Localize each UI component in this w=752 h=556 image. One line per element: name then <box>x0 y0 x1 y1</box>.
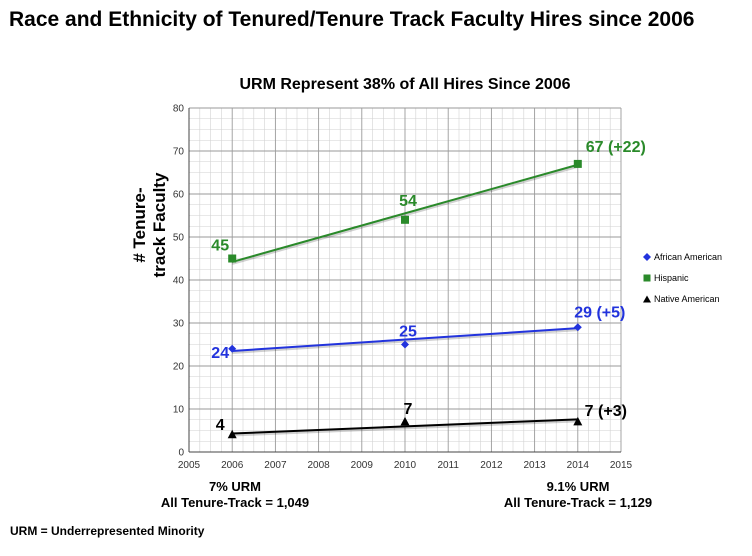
data-point <box>573 323 582 332</box>
y-tick-label: 30 <box>173 319 185 330</box>
tick-labels: 2005 2006 2007 2008 2009 2010 2011 2012 2013 2014… <box>173 104 633 472</box>
data-label: 29 (+5) <box>574 304 625 321</box>
data-point <box>573 416 583 426</box>
data-label: 45 <box>211 238 229 255</box>
data-point <box>228 254 237 263</box>
y-tick-label: 10 <box>173 405 185 416</box>
square-icon <box>643 274 651 281</box>
data-label: 7 <box>404 401 413 418</box>
data-point <box>401 215 409 224</box>
data-point <box>573 159 582 168</box>
axes <box>188 108 621 453</box>
note-total-2014: All Tenure-Track = 1,129 <box>503 495 653 510</box>
data-label: 54 <box>399 193 417 210</box>
major-grid <box>188 107 622 453</box>
legend-label: African American <box>654 251 723 262</box>
trend-line-shadow <box>231 164 579 265</box>
y-tick-label: 50 <box>173 233 185 244</box>
note-urm-2006: 7% URM <box>208 479 261 494</box>
trend-line-african-american <box>232 327 578 352</box>
page-title: Race and Ethnicity of Tenured/Tenure Tra… <box>9 8 695 31</box>
data-labels: 24 25 29 (+5) 45 54 67 (+22) 4 7 7 (+3) <box>211 139 646 434</box>
x-tick-label: 2009 <box>351 460 374 471</box>
legend-label: Native American <box>654 293 720 304</box>
y-tick-label: 80 <box>173 104 185 115</box>
x-tick-label: 2006 <box>221 460 244 471</box>
y-tick-label: 20 <box>173 362 185 373</box>
data-label: 24 <box>211 345 229 362</box>
note-total-2006: All Tenure-Track = 1,049 <box>160 495 310 510</box>
x-tick-label: 2005 <box>178 460 201 471</box>
legend: African American Hispanic Native America… <box>643 246 722 309</box>
data-point <box>400 416 410 426</box>
legend-item-hispanic: Hispanic <box>643 267 722 288</box>
note-urm-2014: 9.1% URM <box>546 479 610 494</box>
legend-item-african-american: African American <box>643 246 722 267</box>
y-tick-label: 0 <box>178 448 184 459</box>
y-tick-label: 60 <box>173 190 185 201</box>
x-tick-label: 2007 <box>264 460 287 471</box>
data-label: 7 (+3) <box>585 403 627 420</box>
note-2006: 7% URM All Tenure-Track = 1,049 <box>130 479 340 511</box>
y-tick-label: 70 <box>173 147 185 158</box>
trend-line-hispanic <box>231 163 579 263</box>
data-point <box>228 344 237 353</box>
data-label: 25 <box>399 324 417 341</box>
x-tick-label: 2012 <box>480 460 503 471</box>
data-label: 67 (+22) <box>586 139 646 156</box>
diamond-icon <box>643 252 651 261</box>
series-layer <box>227 159 583 439</box>
note-2014: 9.1% URM All Tenure-Track = 1,129 <box>478 479 678 511</box>
data-point <box>227 429 237 439</box>
trend-line-native-american <box>232 418 578 435</box>
y-tick-label: 40 <box>173 276 185 287</box>
x-tick-label: 2008 <box>307 460 330 471</box>
x-tick-label: 2010 <box>394 460 417 471</box>
x-tick-label: 2011 <box>437 460 459 471</box>
data-point <box>401 340 409 349</box>
triangle-icon <box>643 295 651 302</box>
x-tick-label: 2014 <box>567 460 590 471</box>
trend-line-shadow <box>232 419 578 437</box>
data-label: 4 <box>216 417 225 434</box>
x-tick-label: 2015 <box>610 460 633 471</box>
legend-label: Hispanic <box>654 272 689 283</box>
chart-title: URM Represent 38% of All Hires Since 200… <box>239 76 571 93</box>
legend-item-native-american: Native American <box>643 288 722 309</box>
footnote: URM = Underrepresented Minority <box>10 524 205 538</box>
x-tick-label: 2013 <box>523 460 546 471</box>
